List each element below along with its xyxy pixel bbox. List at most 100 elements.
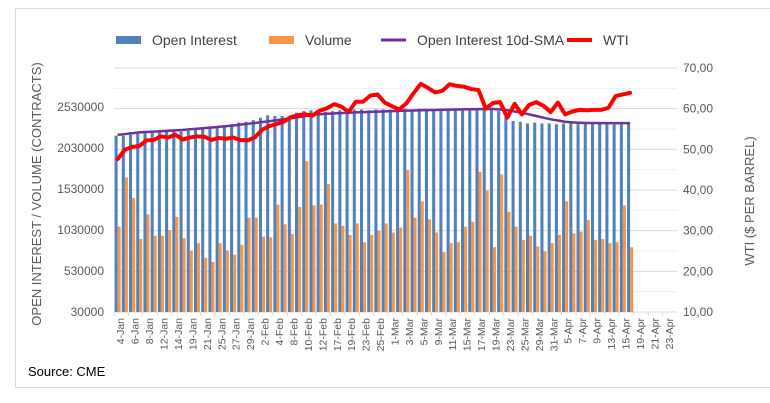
volume-bar	[550, 243, 554, 312]
open-interest-bar	[143, 130, 147, 312]
volume-bar	[233, 254, 237, 312]
volume-bar	[305, 161, 309, 312]
volume-bar	[536, 246, 540, 312]
volume-bar	[399, 227, 403, 312]
volume-bar	[384, 223, 388, 312]
volume-bar	[117, 226, 121, 312]
volume-bar	[298, 207, 302, 312]
open-interest-bar	[244, 121, 248, 312]
y-left-tick-label: 1030000	[57, 223, 104, 237]
open-interest-bar	[518, 121, 522, 312]
volume-bar	[406, 170, 410, 312]
open-interest-bar	[374, 109, 378, 313]
y-axis-left-title: OPEN INTEREST / VOLUME (CONTRACTS)	[29, 62, 44, 325]
y-left-tick-label: 1530000	[57, 182, 104, 196]
x-tick-label: 4-Jan	[115, 318, 127, 344]
open-interest-bar	[583, 122, 587, 312]
volume-bar	[449, 243, 453, 312]
x-tick-label: 25-Jan	[216, 318, 228, 350]
volume-bar	[204, 257, 208, 312]
open-interest-bar	[150, 131, 154, 312]
open-interest-bar	[403, 108, 407, 312]
volume-bar	[572, 233, 576, 312]
volume-bar	[413, 217, 417, 312]
volume-bar	[601, 239, 605, 312]
open-interest-bar	[562, 123, 566, 313]
open-interest-bar	[201, 127, 205, 312]
volume-bar	[492, 247, 496, 312]
volume-bar	[261, 236, 265, 312]
open-interest-bar	[345, 110, 349, 312]
volume-bar	[334, 223, 338, 312]
open-interest-bar	[569, 122, 573, 312]
volume-bar	[608, 243, 612, 312]
open-interest-bar	[410, 109, 414, 313]
open-interest-bar	[612, 124, 616, 312]
source-note: Source: CME	[28, 364, 106, 379]
volume-bar	[464, 226, 468, 312]
chart-svg: 300005300001030000153000020300002530000 …	[29, 32, 757, 352]
open-interest-bar	[540, 123, 544, 313]
open-interest-bar	[381, 109, 385, 313]
volume-bar	[391, 232, 395, 312]
open-interest-bar	[323, 111, 327, 312]
open-interest-bar	[554, 124, 558, 312]
open-interest-bar	[338, 110, 342, 312]
volume-bar	[189, 250, 193, 312]
gridlines	[114, 67, 677, 313]
x-tick-label: 19-Feb	[346, 318, 358, 351]
x-tick-label: 8-Jan	[144, 318, 156, 344]
volume-bar	[478, 171, 482, 312]
x-tick-label: 21-Apr	[649, 317, 661, 349]
open-interest-bar	[295, 112, 299, 313]
x-tick-label: 23-Mar	[505, 318, 517, 352]
legend-swatch-open-interest	[116, 36, 141, 44]
open-interest-bar	[417, 108, 421, 312]
volume-bar	[182, 238, 186, 312]
volume-bar	[124, 177, 128, 312]
open-interest-bar	[489, 107, 493, 312]
y-left-tick-label: 2530000	[57, 100, 104, 114]
legend-label: Open Interest 10d-SMA	[417, 32, 565, 48]
volume-bar	[355, 223, 359, 312]
x-tick-label: 12-Feb	[317, 318, 329, 351]
volume-bar	[420, 201, 424, 312]
open-interest-bar	[367, 110, 371, 312]
open-interest-bar	[424, 108, 428, 312]
open-interest-bar	[547, 123, 551, 313]
open-interest-bar	[193, 128, 198, 312]
chart-frame: 30000 530000 1030000 1530000 2030000 2530000 …	[15, 8, 770, 388]
x-tick-label: 27-Jan	[231, 318, 243, 350]
open-interest-bar	[453, 108, 457, 312]
volume-bar	[427, 219, 432, 312]
open-interest-bar	[605, 123, 609, 313]
volume-bar	[276, 204, 280, 312]
open-interest-bar	[439, 109, 443, 313]
y-right-tick-label: 40,00	[683, 183, 713, 197]
x-tick-label: 1-Mar	[390, 317, 402, 345]
x-tick-label: 29-Mar	[534, 318, 546, 352]
x-tick-label: 4-Feb	[274, 318, 286, 346]
volume-bar	[557, 234, 561, 312]
volume-bar	[543, 251, 547, 312]
x-tick-label: 13-Apr	[606, 317, 618, 349]
volume-bar	[514, 226, 518, 312]
open-interest-bar	[157, 132, 161, 312]
y-axis-left-ticks: 30000 530000 1030000 1530000 2030000 2530000	[57, 100, 104, 319]
x-tick-label: 5-Mar	[418, 317, 430, 345]
volume-bar	[370, 234, 374, 312]
legend-label: Volume	[305, 32, 352, 48]
x-tick-label: 19-Jan	[187, 318, 199, 350]
volume-bar	[579, 231, 583, 312]
y-right-tick-label: 30,00	[683, 224, 713, 238]
open-interest-bar	[468, 109, 472, 313]
open-interest-bar	[258, 117, 262, 312]
open-interest-bar	[222, 125, 226, 312]
volume-bar	[363, 242, 367, 312]
open-interest-bar	[129, 134, 133, 312]
x-tick-label: 8-Feb	[288, 318, 300, 346]
volume-bar	[442, 252, 446, 312]
open-interest-bar	[504, 116, 508, 312]
x-tick-label: 25-Feb	[375, 318, 387, 351]
open-interest-bar	[302, 111, 306, 312]
